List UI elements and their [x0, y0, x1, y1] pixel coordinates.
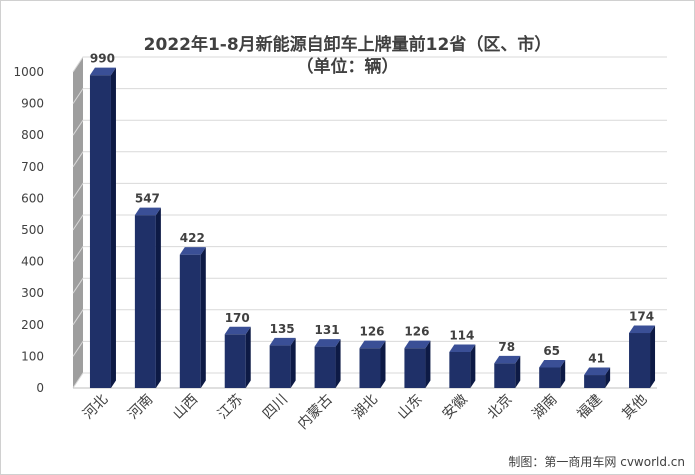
bar-side [290, 337, 296, 388]
y-tick-label: 1000 [13, 65, 44, 79]
x-tick-label: 内蒙古 [295, 392, 336, 433]
y-tick-label: 900 [21, 97, 44, 111]
bar-side [650, 325, 656, 388]
bar-side [425, 340, 431, 388]
gridline [72, 277, 667, 294]
x-tick-label: 河南 [125, 392, 156, 423]
y-tick-label: 800 [21, 128, 44, 142]
y-tick-label: 700 [21, 160, 44, 174]
bar-side [200, 247, 206, 388]
data-label: 41 [588, 352, 605, 366]
gridline [72, 88, 667, 104]
bar [269, 345, 291, 388]
x-tick-label: 山东 [395, 392, 426, 423]
data-label: 170 [225, 311, 250, 325]
gridline [72, 182, 667, 199]
x-tick-label: 安徽 [440, 392, 471, 423]
data-label: 126 [359, 325, 384, 339]
bar-top [89, 67, 116, 76]
bar-top [494, 355, 521, 364]
x-tick-label: 其他 [619, 392, 650, 423]
bar-top [314, 339, 341, 347]
y-tick-label: 100 [21, 349, 44, 363]
chart-subtitle: （单位：辆） [296, 57, 399, 77]
gridline [72, 119, 667, 136]
y-tick-label: 300 [21, 286, 44, 300]
gridline [72, 246, 667, 262]
bar-side [380, 340, 386, 388]
gridline [72, 309, 667, 326]
bar-side [515, 355, 521, 388]
bar [629, 333, 651, 388]
bar [134, 215, 156, 388]
y-tick-label: 0 [36, 381, 44, 395]
bar [179, 254, 201, 388]
data-label: 131 [315, 323, 340, 337]
bar-top [179, 247, 206, 255]
bar [404, 348, 426, 388]
data-label: 990 [90, 52, 115, 66]
bar-top [629, 325, 656, 334]
data-label: 114 [449, 328, 474, 342]
y-tick-label: 500 [21, 223, 44, 237]
x-tick-label: 江苏 [215, 392, 246, 423]
bar [449, 351, 471, 388]
bar [494, 363, 516, 388]
bar-top [404, 340, 431, 349]
data-label: 422 [180, 231, 205, 245]
bar [314, 346, 336, 388]
bar [224, 334, 246, 388]
x-tick-label: 福建 [574, 392, 605, 423]
x-tick-label: 河北 [80, 392, 111, 423]
data-label: 174 [629, 310, 654, 324]
y-tick-label: 600 [21, 191, 44, 205]
gridline [72, 340, 667, 357]
bar [359, 348, 381, 388]
bar-top [359, 340, 386, 349]
bar-side [335, 339, 341, 388]
bar-top [134, 207, 161, 216]
bar-top [584, 367, 611, 376]
bar-top [449, 344, 476, 352]
bar-side [470, 344, 476, 388]
data-label: 65 [543, 344, 560, 358]
bar [539, 367, 561, 388]
bar-top [224, 326, 251, 335]
bar-side [245, 326, 251, 388]
data-label: 78 [498, 340, 515, 354]
bar-top [539, 359, 566, 368]
gridline [72, 151, 667, 168]
chart-credit: 制图：第一商用车网 cvworld.cn [508, 455, 685, 469]
x-tick-label: 北京 [484, 392, 515, 423]
x-tick-label: 四川 [260, 392, 291, 423]
data-label: 135 [270, 322, 295, 336]
data-label: 547 [135, 192, 160, 206]
bar [89, 75, 111, 388]
bar-side [560, 359, 566, 388]
bar-side [155, 207, 161, 388]
bar [584, 375, 606, 388]
data-label: 126 [404, 325, 429, 339]
bar-side [605, 367, 611, 388]
bar-top [269, 337, 296, 346]
y-tick-label: 400 [21, 255, 44, 269]
x-tick-label: 湖北 [350, 392, 381, 423]
bar-side [110, 67, 116, 388]
y-tick-label: 200 [21, 318, 44, 332]
gridline [72, 214, 667, 231]
x-tick-label: 山西 [170, 392, 201, 423]
gridline [72, 56, 667, 73]
x-tick-label: 湖南 [529, 392, 560, 423]
chart-title: 2022年1-8月新能源自卸车上牌量前12省（区、市） [143, 35, 552, 55]
